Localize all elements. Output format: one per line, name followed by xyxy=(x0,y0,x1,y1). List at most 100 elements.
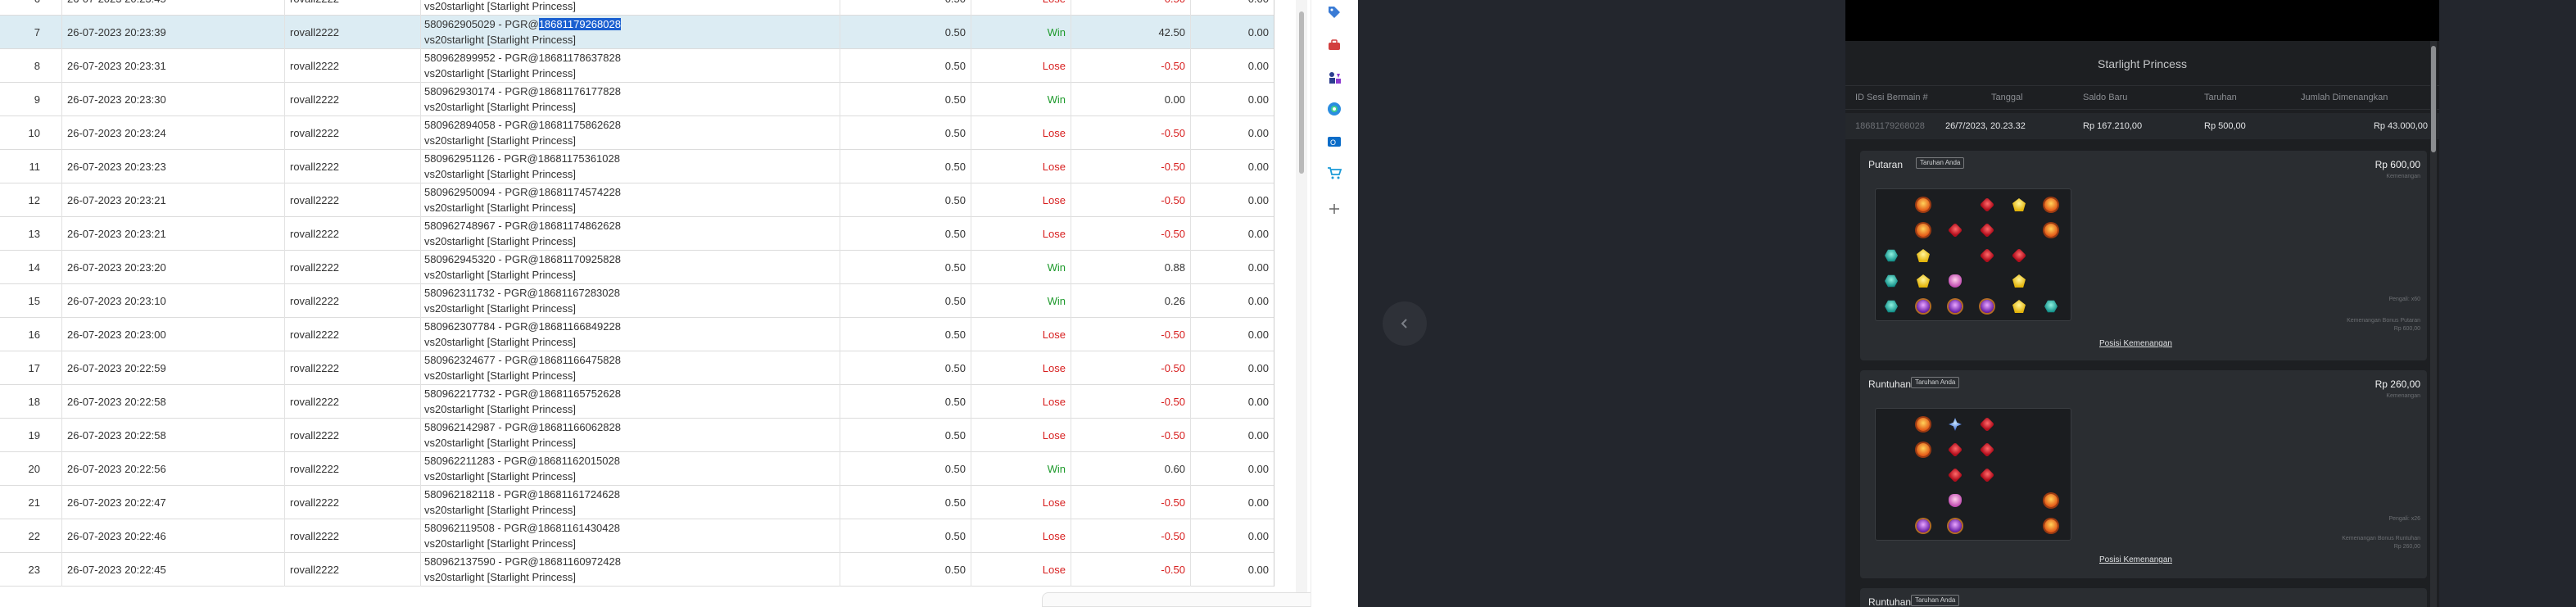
cell-result[interactable]: Lose xyxy=(971,553,1071,587)
cell-date[interactable]: 26-07-2023 20:23:31 xyxy=(62,49,285,83)
table-row[interactable]: 18 26-07-2023 20:22:58 rovall2222 580962217… xyxy=(0,385,1274,419)
table-row[interactable]: 22 26-07-2023 20:22:46 rovall2222 580962119… xyxy=(0,519,1274,553)
cell-winloss[interactable]: -0.50 xyxy=(1071,150,1191,183)
cell-user[interactable]: rovall2222 xyxy=(285,284,421,318)
table-row[interactable]: 13 26-07-2023 20:23:21 rovall2222 580962748… xyxy=(0,217,1274,251)
cell-bet[interactable]: 0.50 xyxy=(840,486,971,519)
cell-reference[interactable]: 580962307784 - PGR@18681166849228 vs20sta… xyxy=(421,318,840,351)
cell-winloss[interactable]: 0.26 xyxy=(1071,284,1191,318)
table-row[interactable]: 8 26-07-2023 20:23:31 rovall2222 5809628999… xyxy=(0,49,1274,83)
cell-no[interactable]: 13 xyxy=(0,217,62,251)
cell-bet[interactable]: 0.50 xyxy=(840,351,971,385)
cell-bet[interactable]: 0.50 xyxy=(840,83,971,116)
cell-no[interactable]: 20 xyxy=(0,452,62,486)
cell-date[interactable]: 26-07-2023 20:23:21 xyxy=(62,217,285,251)
cell-user[interactable]: rovall2222 xyxy=(285,83,421,116)
cell-bet[interactable]: 0.50 xyxy=(840,16,971,49)
app-scrollbar[interactable] xyxy=(2430,41,2437,607)
cell-jackpot[interactable]: 0.00 xyxy=(1191,183,1274,217)
table-row[interactable]: 21 26-07-2023 20:22:47 rovall2222 580962182… xyxy=(0,486,1274,519)
table-row[interactable]: 17 26-07-2023 20:22:59 rovall2222 580962324… xyxy=(0,351,1274,385)
toolbox-icon[interactable] xyxy=(1325,36,1343,54)
cell-user[interactable]: rovall2222 xyxy=(285,385,421,419)
cell-winloss[interactable]: -0.50 xyxy=(1071,183,1191,217)
cell-user[interactable]: rovall2222 xyxy=(285,183,421,217)
cell-no[interactable]: 17 xyxy=(0,351,62,385)
cell-result[interactable]: Lose xyxy=(971,0,1071,16)
cell-result[interactable]: Lose xyxy=(971,351,1071,385)
cell-date[interactable]: 26-07-2023 20:23:45 xyxy=(62,0,285,16)
cell-user[interactable]: rovall2222 xyxy=(285,419,421,452)
sheet-scrollbar[interactable] xyxy=(1296,0,1307,607)
table-row[interactable]: 9 26-07-2023 20:23:30 rovall2222 5809629301… xyxy=(0,83,1274,116)
cell-winloss[interactable]: 0.88 xyxy=(1071,251,1191,284)
cell-winloss[interactable]: -0.50 xyxy=(1071,217,1191,251)
winning-position-link[interactable]: Posisi Kemenangan xyxy=(2099,555,2172,564)
cell-result[interactable]: Lose xyxy=(971,318,1071,351)
bottom-popup-tab[interactable] xyxy=(1042,592,1347,607)
table-row[interactable]: 20 26-07-2023 20:22:56 rovall2222 580962211… xyxy=(0,452,1274,486)
cell-user[interactable]: rovall2222 xyxy=(285,150,421,183)
cell-no[interactable]: 6 xyxy=(0,0,62,16)
cell-bet[interactable]: 0.50 xyxy=(840,0,971,16)
cell-reference[interactable]: 580962930174 - PGR@18681176177828 vs20sta… xyxy=(421,83,840,116)
cell-no[interactable]: 16 xyxy=(0,318,62,351)
cell-bet[interactable]: 0.50 xyxy=(840,116,971,150)
cell-winloss[interactable]: -0.50 xyxy=(1071,385,1191,419)
cell-jackpot[interactable]: 0.00 xyxy=(1191,385,1274,419)
cell-result[interactable]: Lose xyxy=(971,49,1071,83)
cell-no[interactable]: 14 xyxy=(0,251,62,284)
cell-user[interactable]: rovall2222 xyxy=(285,116,421,150)
cell-date[interactable]: 26-07-2023 20:23:30 xyxy=(62,83,285,116)
table-row[interactable]: 6 26-07-2023 20:23:45 rovall2222 5809629287… xyxy=(0,0,1274,16)
cell-date[interactable]: 26-07-2023 20:22:59 xyxy=(62,351,285,385)
cell-reference[interactable]: 580962951126 - PGR@18681175361028 vs20sta… xyxy=(421,150,840,183)
cell-bet[interactable]: 0.50 xyxy=(840,553,971,587)
edge-icon[interactable] xyxy=(1325,100,1343,118)
cell-no[interactable]: 7 xyxy=(0,16,62,49)
tag-icon[interactable] xyxy=(1325,3,1343,21)
cell-user[interactable]: rovall2222 xyxy=(285,318,421,351)
cell-reference[interactable]: 580962311732 - PGR@18681167283028 vs20sta… xyxy=(421,284,840,318)
cell-no[interactable]: 9 xyxy=(0,83,62,116)
cell-no[interactable]: 10 xyxy=(0,116,62,150)
shopping-cart-icon[interactable] xyxy=(1325,164,1343,182)
cell-date[interactable]: 26-07-2023 20:23:24 xyxy=(62,116,285,150)
cell-result[interactable]: Lose xyxy=(971,486,1071,519)
cell-jackpot[interactable]: 0.00 xyxy=(1191,217,1274,251)
cell-jackpot[interactable]: 0.00 xyxy=(1191,116,1274,150)
table-row[interactable]: 14 26-07-2023 20:23:20 rovall2222 580962945… xyxy=(0,251,1274,284)
cell-user[interactable]: rovall2222 xyxy=(285,251,421,284)
cell-winloss[interactable]: -0.50 xyxy=(1071,351,1191,385)
table-row[interactable]: 7 26-07-2023 20:23:39 rovall2222 5809629050… xyxy=(0,16,1274,49)
cell-user[interactable]: rovall2222 xyxy=(285,452,421,486)
table-row[interactable]: 16 26-07-2023 20:23:00 rovall2222 580962307… xyxy=(0,318,1274,351)
cell-result[interactable]: Win xyxy=(971,83,1071,116)
sheet-scrollbar-thumb[interactable] xyxy=(1299,11,1304,174)
cell-date[interactable]: 26-07-2023 20:22:58 xyxy=(62,385,285,419)
cell-bet[interactable]: 0.50 xyxy=(840,183,971,217)
cell-reference[interactable]: 580962217732 - PGR@18681165752628 vs20sta… xyxy=(421,385,840,419)
cell-no[interactable]: 12 xyxy=(0,183,62,217)
cell-reference[interactable]: 580962928720 - PGR@18681183701428vs20sta… xyxy=(421,0,840,16)
previous-button[interactable] xyxy=(1383,301,1427,346)
cell-result[interactable]: Win xyxy=(971,251,1071,284)
cell-result[interactable]: Lose xyxy=(971,419,1071,452)
cell-jackpot[interactable]: 0.00 xyxy=(1191,284,1274,318)
cell-jackpot[interactable]: 0.00 xyxy=(1191,0,1274,16)
cell-winloss[interactable]: 42.50 xyxy=(1071,16,1191,49)
cell-date[interactable]: 26-07-2023 20:22:47 xyxy=(62,486,285,519)
cell-jackpot[interactable]: 0.00 xyxy=(1191,519,1274,553)
cell-winloss[interactable]: 0.60 xyxy=(1071,452,1191,486)
cell-jackpot[interactable]: 0.00 xyxy=(1191,553,1274,587)
chess-icon[interactable] xyxy=(1325,69,1343,87)
cell-date[interactable]: 26-07-2023 20:22:45 xyxy=(62,553,285,587)
cell-winloss[interactable]: -0.50 xyxy=(1071,49,1191,83)
cell-user[interactable]: rovall2222 xyxy=(285,553,421,587)
cell-user[interactable]: rovall2222 xyxy=(285,0,421,16)
cell-date[interactable]: 26-07-2023 20:23:00 xyxy=(62,318,285,351)
cell-result[interactable]: Win xyxy=(971,452,1071,486)
cell-reference[interactable]: 580962137590 - PGR@18681160972428 vs20sta… xyxy=(421,553,840,587)
cell-date[interactable]: 26-07-2023 20:22:46 xyxy=(62,519,285,553)
table-row[interactable]: 10 26-07-2023 20:23:24 rovall2222 580962894… xyxy=(0,116,1274,150)
